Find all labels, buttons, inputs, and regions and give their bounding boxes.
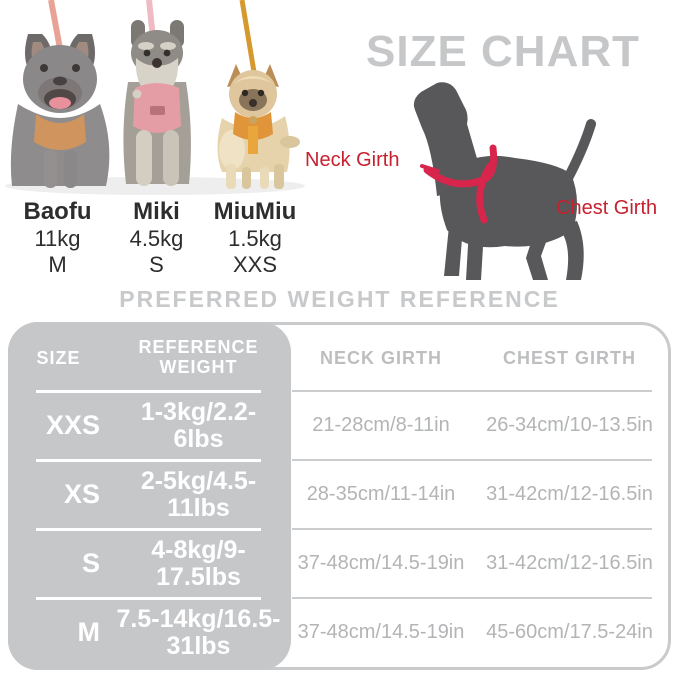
dog-size: M <box>48 252 67 278</box>
header-reference-weight: REFERENCE WEIGHT <box>138 337 259 377</box>
table-row-m: M 7.5-14kg/16.5-31lbs 37-48cm/14.5-19in … <box>11 597 668 667</box>
dog-size: S <box>149 252 164 278</box>
size-table: SIZE REFERENCE WEIGHT NECK GIRTH CHEST G… <box>8 322 671 670</box>
dog-baofu <box>10 34 110 188</box>
dog-silhouette-icon <box>413 82 596 280</box>
cell-size: S <box>81 548 100 578</box>
neck-label-leader-line <box>420 164 440 173</box>
chest-girth-label: Chest Girth <box>556 197 658 219</box>
dog-name: Baofu <box>23 198 92 225</box>
dog-measurement-diagram <box>413 82 596 280</box>
section-title: PREFERRED WEIGHT REFERENCE <box>119 286 560 312</box>
cell-neck: 37-48cm/14.5-19in <box>297 552 465 574</box>
cell-neck: 28-35cm/11-14in <box>306 483 456 505</box>
cell-neck: 37-48cm/14.5-19in <box>297 621 465 643</box>
cell-size: XXS <box>45 410 100 440</box>
dog-name: Miki <box>133 198 180 225</box>
header-neck-girth: NECK GIRTH <box>320 347 442 368</box>
dog-caption-miki: Miki 4.5kg S <box>105 198 208 278</box>
dog-miki <box>123 20 191 186</box>
cell-chest: 31-42cm/12-16.5in <box>486 483 653 505</box>
dog-size: XXS <box>232 252 278 278</box>
dog-weight: 11kg <box>34 226 81 252</box>
dog-weight: 1.5kg <box>228 226 282 252</box>
header-chest-girth: CHEST GIRTH <box>502 347 636 368</box>
cell-weight: 2-5kg/4.5-11lbs <box>140 467 257 522</box>
cell-size: XS <box>63 479 100 509</box>
cell-chest: 45-60cm/17.5-24in <box>486 621 653 643</box>
dogs-photo <box>5 0 305 195</box>
cell-weight: 4-8kg/9-17.5lbs <box>151 536 246 591</box>
dog-caption-baofu: Baofu 11kg M <box>5 198 110 278</box>
cell-weight: 7.5-14kg/16.5-31lbs <box>116 605 281 660</box>
cell-weight: 1-3kg/2.2-6lbs <box>140 398 257 453</box>
neck-girth-label: Neck Girth <box>305 149 400 171</box>
table-header-row: SIZE REFERENCE WEIGHT NECK GIRTH CHEST G… <box>11 325 668 391</box>
dog-caption-miumiu: MiuMiu 1.5kg XXS <box>200 198 310 278</box>
dog-miumiu <box>217 64 300 189</box>
page-title: SIZE CHART <box>366 27 640 76</box>
table-row-xxs: XXS 1-3kg/2.2-6lbs 21-28cm/8-11in 26-34c… <box>11 390 668 460</box>
table-grid: SIZE REFERENCE WEIGHT NECK GIRTH CHEST G… <box>11 325 668 667</box>
chest-girth-strap <box>476 162 494 224</box>
harness-baofu <box>34 114 86 150</box>
cell-size: M <box>77 617 101 647</box>
table-row-s: S 4-8kg/9-17.5lbs 37-48cm/14.5-19in 31-4… <box>11 528 668 598</box>
cell-chest: 31-42cm/12-16.5in <box>486 552 653 574</box>
size-weight-panel <box>8 322 291 670</box>
header-size: SIZE <box>36 347 81 368</box>
dog-weight: 4.5kg <box>129 226 184 252</box>
girth-straps <box>420 144 498 224</box>
cell-chest: 26-34cm/10-13.5in <box>486 414 653 436</box>
table-row-xs: XS 2-5kg/4.5-11lbs 28-35cm/11-14in 31-42… <box>11 459 668 529</box>
cell-neck: 21-28cm/8-11in <box>312 414 450 436</box>
dog-name: MiuMiu <box>213 198 297 225</box>
